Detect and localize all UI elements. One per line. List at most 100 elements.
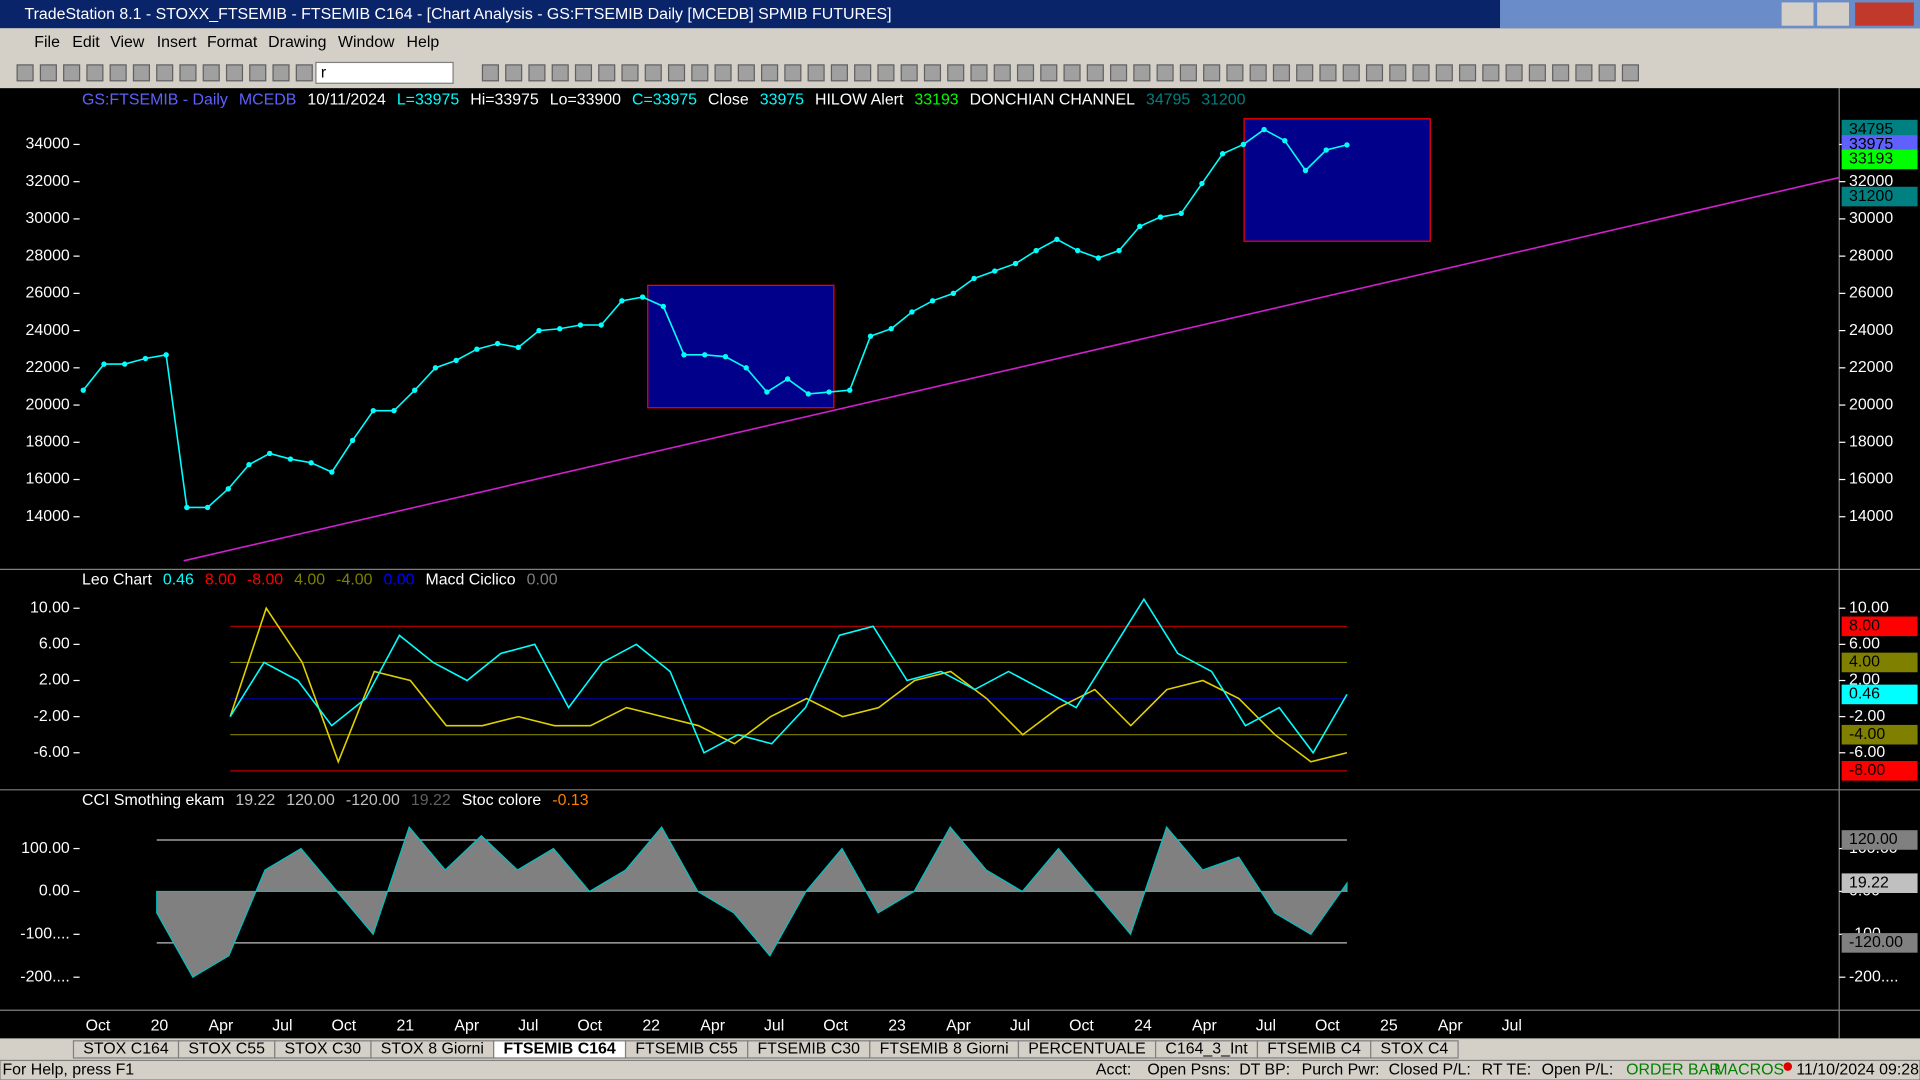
toolbar-button[interactable] bbox=[1226, 64, 1244, 82]
toolbar-button[interactable] bbox=[1016, 64, 1035, 82]
tab[interactable]: PERCENTUALE bbox=[1017, 1040, 1157, 1059]
toolbar-button[interactable] bbox=[551, 64, 569, 82]
menu-item[interactable]: Format bbox=[207, 34, 258, 51]
toolbar-button[interactable] bbox=[1342, 64, 1360, 82]
y-tick-label: 26000 bbox=[1849, 285, 1893, 302]
toolbar-button[interactable] bbox=[1040, 64, 1058, 82]
toolbar-button[interactable] bbox=[784, 64, 802, 82]
toolbar-button[interactable] bbox=[16, 64, 34, 82]
toolbar-button[interactable] bbox=[1435, 64, 1453, 82]
toolbar-button[interactable] bbox=[1389, 64, 1407, 82]
toolbar-button[interactable] bbox=[86, 64, 104, 82]
pane-header: 0.46 bbox=[163, 572, 194, 589]
price-point bbox=[702, 352, 708, 358]
toolbar-button[interactable] bbox=[761, 64, 779, 82]
menu-item[interactable]: View bbox=[110, 34, 145, 51]
maximize-button[interactable] bbox=[1817, 2, 1849, 26]
toolbar-button[interactable] bbox=[505, 64, 523, 82]
toolbar-button[interactable] bbox=[1156, 64, 1174, 82]
toolbar-button[interactable] bbox=[644, 64, 662, 82]
menu-item[interactable]: Edit bbox=[72, 34, 100, 51]
toolbar-button[interactable] bbox=[714, 64, 732, 82]
menu-item[interactable]: Help bbox=[407, 34, 440, 51]
menu-item[interactable]: Window bbox=[338, 34, 395, 51]
x-tick-label: 23 bbox=[888, 1017, 906, 1034]
toolbar-button[interactable] bbox=[481, 64, 499, 82]
toolbar-button[interactable] bbox=[295, 64, 313, 82]
toolbar-button[interactable] bbox=[830, 64, 848, 82]
price-point bbox=[743, 365, 749, 371]
toolbar-button[interactable] bbox=[598, 64, 616, 82]
toolbar-button[interactable] bbox=[1319, 64, 1337, 82]
toolbar-button[interactable] bbox=[249, 64, 267, 82]
toolbar-button[interactable] bbox=[1482, 64, 1500, 82]
toolbar-button[interactable] bbox=[156, 64, 174, 82]
toolbar-button[interactable] bbox=[877, 64, 895, 82]
tab-label: FTSEMIB C164 bbox=[503, 1041, 615, 1058]
toolbar-button[interactable] bbox=[1621, 64, 1639, 82]
toolbar-button[interactable] bbox=[807, 64, 825, 82]
tab[interactable]: C164_3_Int bbox=[1154, 1040, 1259, 1059]
toolbar-button[interactable] bbox=[132, 64, 151, 82]
toolbar-button[interactable] bbox=[970, 64, 988, 82]
toolbar-button[interactable] bbox=[1249, 64, 1267, 82]
toolbar-button[interactable] bbox=[39, 64, 57, 82]
toolbar-button[interactable] bbox=[1272, 64, 1291, 82]
toolbar-button[interactable] bbox=[1575, 64, 1593, 82]
toolbar-button[interactable] bbox=[621, 64, 639, 82]
toolbar-button[interactable] bbox=[1458, 64, 1477, 82]
tab[interactable]: FTSEMIB C4 bbox=[1256, 1040, 1372, 1059]
tab[interactable]: STOX 8 Giorni bbox=[370, 1040, 495, 1059]
tab[interactable]: STOX C30 bbox=[274, 1040, 372, 1059]
x-tick-label: 22 bbox=[642, 1017, 660, 1034]
toolbar-button[interactable] bbox=[1598, 64, 1616, 82]
toolbar-button[interactable] bbox=[737, 64, 755, 82]
toolbar-button[interactable] bbox=[1412, 64, 1430, 82]
toolbar-button[interactable] bbox=[1133, 64, 1151, 82]
toolbar-button[interactable] bbox=[225, 64, 244, 82]
toolbar-button[interactable] bbox=[691, 64, 709, 82]
toolbar-button[interactable] bbox=[63, 64, 81, 82]
toolbar-button[interactable] bbox=[923, 64, 942, 82]
pane-header: 19.22 bbox=[235, 792, 275, 809]
toolbar-button[interactable] bbox=[1552, 64, 1570, 82]
tab[interactable]: STOX C55 bbox=[177, 1040, 276, 1059]
toolbar-button[interactable] bbox=[1296, 64, 1314, 82]
menu-item[interactable]: File bbox=[34, 34, 60, 51]
tab[interactable]: FTSEMIB C55 bbox=[624, 1040, 749, 1059]
price-point bbox=[1116, 247, 1122, 254]
toolbar-button[interactable] bbox=[1528, 64, 1546, 82]
toolbar-button[interactable] bbox=[179, 64, 197, 82]
pane-header: 33975 bbox=[760, 92, 804, 109]
toolbar-button[interactable] bbox=[1110, 64, 1128, 82]
tab[interactable]: FTSEMIB C30 bbox=[747, 1040, 871, 1059]
toolbar-button[interactable] bbox=[574, 64, 593, 82]
menu-item[interactable]: Insert bbox=[157, 34, 197, 51]
toolbar-button[interactable] bbox=[528, 64, 546, 82]
toolbar-button[interactable] bbox=[1505, 64, 1523, 82]
toolbar-button[interactable] bbox=[1063, 64, 1081, 82]
tab[interactable]: FTSEMIB C164 bbox=[493, 1040, 627, 1059]
toolbar-button[interactable] bbox=[1179, 64, 1197, 82]
toolbar-button[interactable] bbox=[947, 64, 965, 82]
toolbar-button[interactable] bbox=[202, 64, 220, 82]
toolbar-button[interactable] bbox=[854, 64, 872, 82]
tab[interactable]: STOX C4 bbox=[1370, 1040, 1459, 1059]
toolbar-button[interactable] bbox=[1086, 64, 1104, 82]
toolbar-button[interactable] bbox=[667, 64, 686, 82]
price-point bbox=[577, 322, 584, 328]
toolbar-button[interactable] bbox=[272, 64, 290, 82]
menu-item[interactable]: Drawing bbox=[268, 34, 326, 51]
tab[interactable]: FTSEMIB 8 Giorni bbox=[869, 1040, 1020, 1059]
toolbar-button[interactable] bbox=[993, 64, 1011, 82]
tab[interactable]: STOX C164 bbox=[72, 1040, 180, 1059]
price-point bbox=[432, 365, 439, 371]
close-button[interactable] bbox=[1855, 2, 1914, 26]
toolbar-button[interactable] bbox=[900, 64, 918, 82]
series-line bbox=[229, 606, 1348, 765]
toolbar-button[interactable] bbox=[1203, 64, 1221, 82]
toolbar-button[interactable] bbox=[1365, 64, 1384, 82]
symbol-input[interactable] bbox=[315, 61, 454, 84]
minimize-button[interactable] bbox=[1781, 2, 1814, 26]
toolbar-button[interactable] bbox=[109, 64, 127, 82]
